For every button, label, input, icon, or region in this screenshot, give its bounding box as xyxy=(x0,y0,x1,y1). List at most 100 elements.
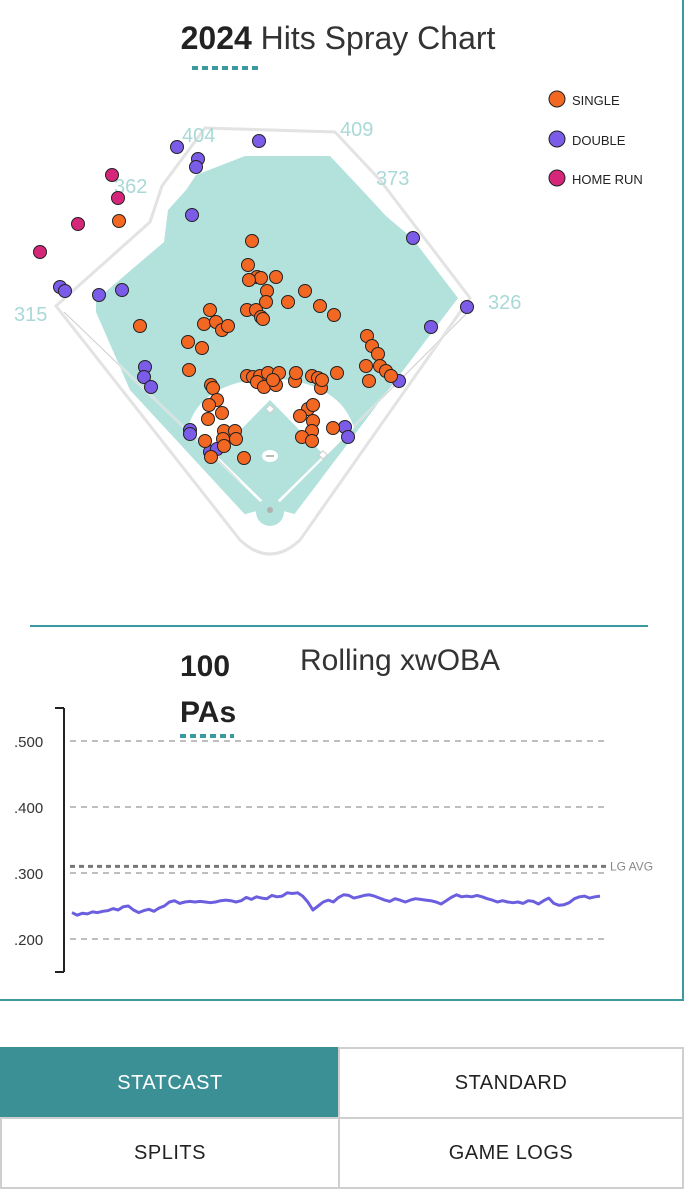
spray-title-text: Hits Spray Chart xyxy=(260,20,496,56)
single-dot xyxy=(371,347,385,361)
single-dot xyxy=(133,319,147,333)
tab-statcast-label: STATCAST xyxy=(117,1071,223,1094)
tab-statcast[interactable]: STATCAST xyxy=(0,1047,340,1119)
single-dot xyxy=(256,312,270,326)
single-dot xyxy=(315,373,329,387)
single-dot xyxy=(182,363,196,377)
y-tick-label: .400 xyxy=(14,800,43,817)
single-dot xyxy=(221,319,235,333)
spray-title-year: 2024 xyxy=(180,20,252,56)
gridlines xyxy=(70,740,606,940)
single-dot xyxy=(198,434,212,448)
double-dot xyxy=(144,380,158,394)
double-dot xyxy=(424,320,438,334)
double-dot xyxy=(341,430,355,444)
home-run-dot xyxy=(105,168,119,182)
fence-label-center: 409 xyxy=(340,119,373,141)
left-foul-line-edge xyxy=(63,311,271,511)
double-dot xyxy=(58,284,72,298)
tab-standard-label: STANDARD xyxy=(454,1071,568,1094)
double-dot xyxy=(170,140,184,154)
double-dot xyxy=(460,300,474,314)
y-tick-label: .500 xyxy=(14,734,43,751)
legend-double-swatch xyxy=(548,130,566,148)
tab-game-logs[interactable]: GAME LOGS xyxy=(338,1117,684,1189)
fence-label-left-center: 362 xyxy=(114,176,147,198)
single-dot xyxy=(266,373,280,387)
single-dot xyxy=(245,234,259,248)
batted-ball-dots xyxy=(33,134,474,465)
single-dot xyxy=(306,398,320,412)
double-dot xyxy=(185,208,199,222)
double-dot xyxy=(252,134,266,148)
fence-label-right-center: 373 xyxy=(376,168,409,190)
double-dot xyxy=(92,288,106,302)
rolling-pa-value: 100 xyxy=(180,650,231,683)
section-divider xyxy=(30,625,648,627)
legend-home-run-label: HOME RUN xyxy=(572,172,643,187)
single-dot xyxy=(281,295,295,309)
rolling-xwoba-chart: .500 .400 .300 .200 LG AVG xyxy=(14,707,653,973)
single-dot xyxy=(206,381,220,395)
fence-label-left-center-deep: 404 xyxy=(182,125,215,147)
rolling-window-size[interactable]: 100 PAs xyxy=(180,644,236,736)
single-dot xyxy=(112,214,126,228)
single-dot xyxy=(384,369,398,383)
home-run-dot xyxy=(71,217,85,231)
rolling-chart-title: Rolling xwOBA xyxy=(300,644,501,677)
spray-chart: 315 362 404 409 373 326 SINGLE DOUBLE HO… xyxy=(14,90,643,556)
single-dot xyxy=(241,258,255,272)
single-dot xyxy=(254,271,268,285)
double-dot xyxy=(115,283,129,297)
single-dot xyxy=(181,335,195,349)
single-dot xyxy=(293,409,307,423)
single-dot xyxy=(203,303,217,317)
single-dot xyxy=(362,374,376,388)
y-axis xyxy=(55,707,65,973)
single-dot xyxy=(359,359,373,373)
single-dot xyxy=(217,439,231,453)
home-run-dot xyxy=(111,191,125,205)
single-dot xyxy=(305,434,319,448)
single-dot xyxy=(242,273,256,287)
single-dot xyxy=(298,284,312,298)
league-average-label: LG AVG xyxy=(610,859,653,873)
fence-distance-labels: 315 362 404 409 373 326 xyxy=(14,119,521,326)
single-dot xyxy=(204,450,218,464)
single-dot xyxy=(326,421,340,435)
single-dot xyxy=(215,406,229,420)
y-tick-labels: .500 .400 .300 .200 xyxy=(14,734,43,949)
rolling-xwoba-line xyxy=(71,891,601,917)
rolling-pa-unit: PAs xyxy=(180,696,237,729)
single-dot xyxy=(259,295,273,309)
player-stats-card: 2024 Hits Spray Chart xyxy=(0,0,684,1001)
legend-single-swatch xyxy=(548,90,566,108)
home-plate xyxy=(267,507,273,513)
double-dot xyxy=(406,231,420,245)
double-dot xyxy=(189,160,203,174)
single-dot xyxy=(269,270,283,284)
legend: SINGLE DOUBLE HOME RUN xyxy=(548,90,643,187)
single-dot xyxy=(330,366,344,380)
single-dot xyxy=(237,451,251,465)
single-dot xyxy=(201,412,215,426)
spray-title-underline xyxy=(192,66,262,70)
spray-chart-title: 2024 Hits Spray Chart xyxy=(0,20,676,57)
legend-home-run-swatch xyxy=(548,169,566,187)
legend-single-label: SINGLE xyxy=(572,93,620,108)
fence-label-right-line: 326 xyxy=(488,292,521,314)
tab-splits[interactable]: SPLITS xyxy=(0,1117,340,1189)
tab-splits-label: SPLITS xyxy=(134,1141,206,1164)
rolling-pa-underline xyxy=(180,734,234,738)
legend-double-label: DOUBLE xyxy=(572,133,626,148)
fence-label-left-line: 315 xyxy=(14,304,47,326)
tab-game-logs-label: GAME LOGS xyxy=(448,1141,574,1164)
pitchers-rubber xyxy=(266,455,274,457)
double-dot xyxy=(183,427,197,441)
second-base xyxy=(265,404,275,414)
single-dot xyxy=(202,398,216,412)
tab-standard[interactable]: STANDARD xyxy=(338,1047,684,1119)
single-dot xyxy=(195,341,209,355)
home-run-dot xyxy=(33,245,47,259)
double-dot xyxy=(137,370,151,384)
